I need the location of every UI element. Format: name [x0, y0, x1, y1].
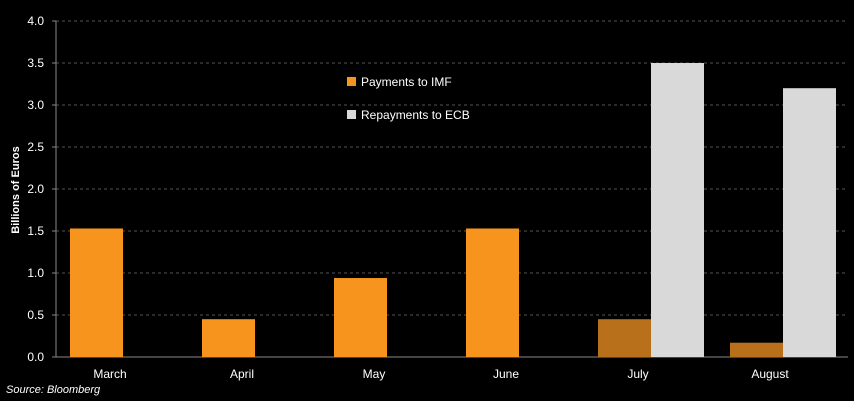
bar-imf-july	[598, 319, 651, 357]
bar-ecb-august	[783, 88, 836, 357]
y-tick-label: 2.0	[27, 182, 44, 196]
legend-label: Repayments to ECB	[361, 108, 470, 122]
bar-imf-may	[334, 278, 387, 357]
source-note: Source: Bloomberg	[6, 384, 101, 396]
x-tick-labels: March April May June July August	[93, 367, 789, 381]
x-tick-label: August	[751, 367, 789, 381]
y-tick-label: 3.0	[27, 98, 44, 112]
x-tick-label: July	[627, 367, 648, 381]
bar-imf-april	[202, 319, 255, 357]
y-tick-label: 0.0	[27, 350, 44, 364]
bar-ecb-july	[651, 63, 704, 357]
y-tick-label: 3.5	[27, 56, 44, 70]
legend-swatch	[347, 77, 356, 86]
y-tick-label: 1.5	[27, 224, 44, 238]
y-tick-label: 1.0	[27, 266, 44, 280]
y-tick-label: 0.5	[27, 308, 44, 322]
x-tick-label: April	[230, 367, 254, 381]
y-tick-label: 2.5	[27, 140, 44, 154]
x-tick-label: June	[493, 367, 519, 381]
bar-imf-june	[466, 228, 519, 357]
legend-swatch	[347, 110, 356, 119]
legend-label: Payments to IMF	[361, 75, 452, 89]
y-tick-label: 4.0	[27, 14, 44, 28]
y-tick-labels: 0.0 0.5 1.0 1.5 2.0 2.5 3.0 3.5 4.0	[27, 14, 56, 364]
x-tick-label: March	[93, 367, 126, 381]
y-axis-label: Billions of Euros	[10, 146, 22, 233]
bar-imf-august	[730, 342, 783, 357]
x-tick-label: May	[363, 367, 386, 381]
bar-imf-march	[70, 228, 123, 357]
gridlines	[56, 20, 848, 316]
legend: Payments to IMF Repayments to ECB	[347, 75, 470, 122]
bars	[70, 63, 836, 357]
